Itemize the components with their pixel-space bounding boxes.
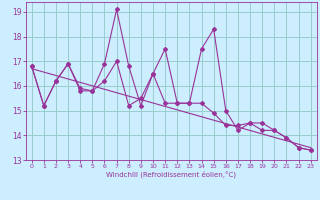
X-axis label: Windchill (Refroidissement éolien,°C): Windchill (Refroidissement éolien,°C): [106, 171, 236, 178]
